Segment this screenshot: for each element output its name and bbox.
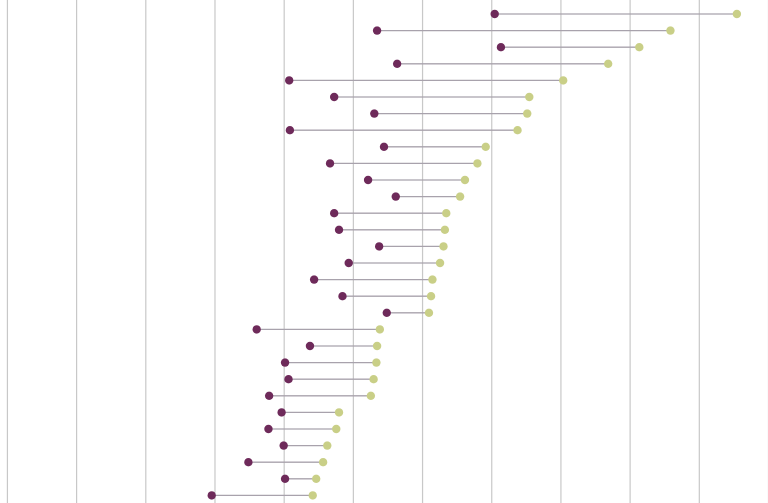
end-point: [424, 308, 434, 317]
end-point: [635, 43, 644, 52]
end-point: [372, 341, 382, 351]
start-point: [252, 325, 261, 334]
start-point: [363, 175, 373, 185]
end-point: [334, 408, 344, 417]
start-point: [244, 458, 253, 467]
end-point: [523, 109, 532, 118]
start-point: [309, 275, 319, 284]
end-point: [318, 458, 328, 467]
end-point: [311, 474, 321, 483]
start-point: [279, 441, 288, 450]
end-point: [442, 209, 451, 218]
start-point: [372, 26, 382, 35]
end-point: [369, 375, 378, 384]
start-point: [284, 375, 293, 384]
end-point: [332, 424, 341, 434]
start-point: [264, 424, 273, 434]
end-point: [732, 9, 742, 19]
end-point: [559, 76, 568, 85]
end-point: [473, 159, 482, 168]
start-point: [264, 391, 274, 400]
end-point: [455, 192, 465, 201]
start-point: [391, 192, 400, 201]
end-point: [666, 26, 675, 35]
start-points: [207, 9, 506, 500]
end-point: [525, 92, 534, 102]
end-point: [603, 59, 613, 68]
start-point: [496, 43, 506, 52]
start-point: [392, 59, 402, 68]
start-point: [329, 92, 339, 102]
start-point: [334, 225, 344, 234]
end-points: [308, 9, 742, 500]
start-point: [325, 159, 335, 168]
end-point: [440, 225, 450, 234]
grid-lines: [6, 0, 768, 503]
start-point: [285, 76, 294, 85]
start-point: [280, 358, 290, 367]
start-point: [207, 491, 216, 500]
end-point: [435, 258, 445, 268]
start-point: [305, 341, 315, 351]
start-point: [490, 9, 499, 19]
start-point: [329, 209, 339, 218]
end-point: [308, 491, 317, 500]
end-point: [439, 242, 448, 251]
end-point: [481, 142, 490, 151]
end-point: [323, 441, 332, 450]
start-point: [379, 142, 389, 151]
end-point: [372, 358, 381, 367]
start-point: [370, 109, 379, 118]
end-point: [375, 325, 385, 334]
start-point: [344, 258, 353, 268]
end-point: [366, 391, 376, 400]
start-point: [280, 474, 290, 483]
end-point: [426, 292, 436, 301]
start-point: [374, 242, 384, 251]
end-point: [513, 126, 522, 135]
start-point: [382, 308, 391, 317]
start-point: [338, 292, 347, 301]
end-point: [460, 175, 470, 185]
start-point: [285, 126, 295, 135]
connector-lines: [211, 13, 737, 497]
start-point: [277, 408, 286, 417]
end-point: [428, 275, 437, 284]
